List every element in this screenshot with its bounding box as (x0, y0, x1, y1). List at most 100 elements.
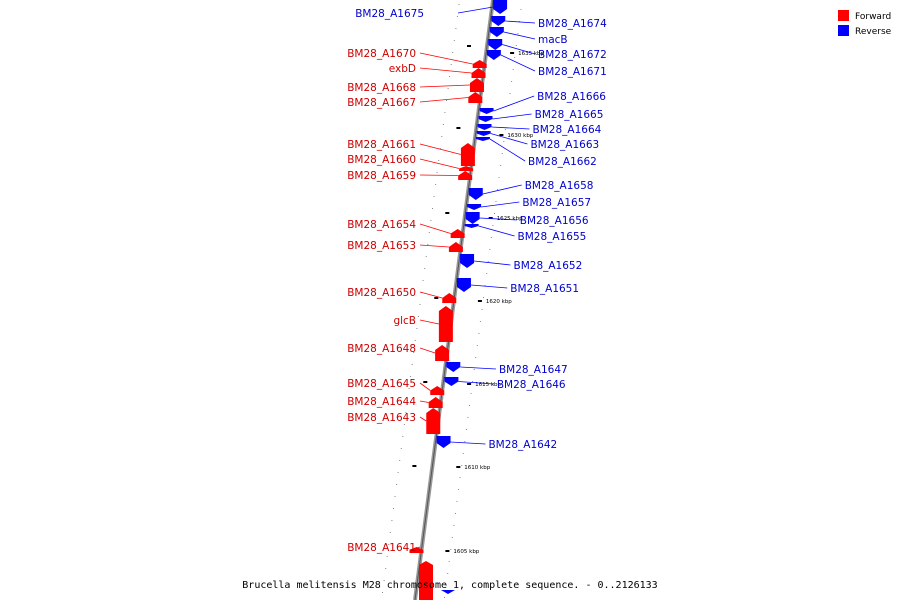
forward-gene-label: BM28_A1645 (347, 378, 416, 390)
reverse-gene-connector (492, 113, 532, 120)
reverse-gene-label: BM28_A1672 (538, 49, 607, 61)
reverse-gene-label: BM28_A1674 (538, 18, 607, 30)
reverse-gene-glyph (464, 224, 479, 228)
legend-forward-label: Forward (855, 12, 891, 22)
reverse-gene-connector (490, 133, 528, 145)
forward-features: BM28_A1670 exbD BM28_A1668 BM28_A1667 BM28_A… (347, 48, 487, 600)
forward-gene-glyph (459, 166, 474, 171)
forward-gene-glyph (458, 171, 473, 180)
reverse-gene-label: BM28_A1662 (528, 156, 597, 168)
reverse-gene-label: BM28_A1675 (355, 8, 424, 20)
reverse-gene-connector (457, 6, 494, 14)
forward-gene-label: BM28_A1659 (347, 170, 416, 182)
scale-tick-mark (488, 217, 493, 219)
forward-gene-glyph (442, 293, 457, 303)
forward-gene-glyph (471, 68, 486, 78)
forward-gene-glyph (430, 386, 445, 395)
reverse-gene-glyph (476, 131, 491, 136)
reverse-gene-label: BM28_A1655 (518, 231, 587, 243)
scale-tick-label: 1610 kbp (464, 465, 490, 471)
forward-gene-connector (419, 52, 473, 65)
forward-gene-connector (419, 174, 459, 176)
forward-gene-glyph (419, 561, 433, 600)
reverse-gene-connector (460, 366, 496, 370)
forward-gene-glyph (426, 408, 441, 434)
scale-tick-mark (477, 300, 482, 302)
forward-gene-connector (419, 319, 439, 325)
scale-minor-tick (445, 212, 450, 214)
reverse-gene-connector (493, 95, 535, 112)
reverse-gene-label: BM28_A1663 (530, 139, 599, 151)
forward-gene-connector (419, 84, 470, 88)
reverse-gene-glyph (478, 116, 493, 122)
map-caption: Brucella melitensis M28 chromosome 1, co… (242, 580, 657, 591)
reverse-gene-glyph (468, 188, 483, 200)
scale-tick-mark (510, 52, 515, 54)
reverse-gene-connector (503, 31, 536, 40)
scale-tick-label: 1615 kbp (475, 382, 501, 388)
forward-gene-label: BM28_A1661 (347, 139, 416, 151)
reverse-gene-label: BM28_A1665 (535, 109, 604, 121)
scale-minor-tick (467, 45, 471, 47)
forward-gene-label: BM28_A1648 (347, 343, 416, 355)
forward-gene-glyph (448, 242, 463, 252)
reverse-gene-label: macB (538, 34, 568, 46)
forward-gene-label: BM28_A1644 (347, 396, 416, 408)
forward-gene-connector (419, 143, 462, 155)
reverse-gene-glyph (493, 0, 508, 14)
forward-gene-connector (419, 416, 427, 422)
legend-reverse-label: Reverse (855, 27, 892, 37)
reverse-gene-connector (505, 20, 536, 24)
forward-gene-label: BM28_A1650 (347, 287, 416, 299)
reverse-gene-connector (478, 225, 515, 237)
reverse-gene-connector (489, 138, 526, 162)
reverse-gene-glyph (465, 212, 480, 224)
reverse-gene-connector (482, 184, 522, 195)
reverse-gene-glyph (441, 590, 455, 594)
forward-gene-label: BM28_A1660 (347, 154, 416, 166)
reverse-gene-glyph (475, 137, 490, 141)
reverse-gene-connector (502, 44, 536, 55)
forward-gene-label: BM28_A1641 (347, 542, 416, 554)
forward-gene-label: exbD (389, 63, 416, 75)
reverse-gene-label: BM28_A1656 (520, 215, 589, 227)
forward-gene-label: BM28_A1667 (347, 97, 416, 109)
reverse-gene-glyph (479, 108, 494, 114)
reverse-gene-glyph (491, 16, 506, 26)
reverse-gene-label: BM28_A1671 (538, 66, 607, 78)
forward-gene-connector (419, 223, 451, 234)
forward-gene-connector (419, 400, 429, 403)
reverse-gene-connector (479, 217, 517, 221)
scale-tick-label: 1635 kbp (518, 51, 544, 57)
forward-gene-connector (419, 347, 436, 354)
reverse-gene-connector (450, 441, 486, 445)
reverse-gene-glyph (460, 254, 475, 268)
forward-gene-glyph (409, 547, 424, 553)
reverse-gene-label: BM28_A1657 (522, 197, 591, 209)
scale-dots (382, 4, 522, 598)
scale-tick-label: 1625 kbp (497, 216, 523, 222)
legend-reverse-swatch (838, 25, 849, 36)
legend: Forward Reverse (838, 10, 892, 37)
reverse-gene-glyph (488, 39, 503, 50)
forward-gene-label: BM28_A1654 (347, 219, 416, 231)
forward-gene-glyph (468, 92, 483, 103)
forward-gene-label: BM28_A1643 (347, 412, 416, 424)
forward-gene-label: BM28_A1653 (347, 240, 416, 252)
reverse-gene-connector (491, 126, 530, 130)
forward-gene-label: glcB (393, 315, 416, 327)
reverse-gene-glyph (436, 436, 451, 448)
forward-gene-glyph (435, 345, 450, 361)
reverse-gene-glyph (456, 278, 471, 292)
reverse-gene-label: BM28_A1664 (533, 124, 602, 136)
forward-gene-connector (419, 291, 443, 299)
reverse-gene-label: BM28_A1642 (488, 439, 557, 451)
forward-gene-glyph (469, 78, 484, 92)
scale-tick-mark (499, 134, 504, 136)
reverse-gene-glyph (444, 377, 459, 386)
forward-gene-connector (419, 67, 472, 74)
forward-gene-connector (419, 97, 469, 103)
forward-gene-glyph (472, 60, 487, 68)
